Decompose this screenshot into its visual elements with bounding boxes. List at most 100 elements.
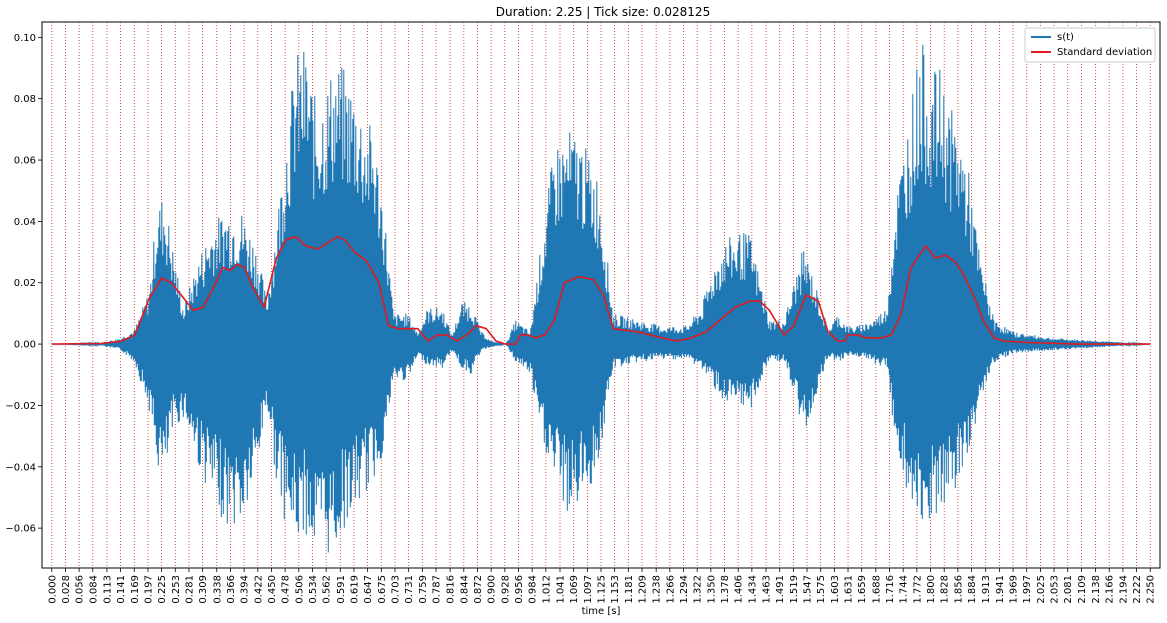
y-tick-label: 0.02	[14, 278, 36, 289]
x-tick-label: 1.209	[638, 575, 649, 604]
x-tick-label: 0.591	[336, 575, 347, 604]
chart-title: Duration: 2.25 | Tick size: 0.028125	[496, 5, 710, 19]
x-tick-label: 1.463	[762, 575, 773, 604]
x-tick-label: 1.884	[967, 575, 978, 604]
x-tick-label: 0.000	[47, 575, 58, 604]
x-tick-label: 2.025	[1036, 575, 1047, 604]
y-tick-label: 0.10	[14, 33, 36, 44]
x-tick-label: 1.800	[926, 575, 937, 604]
signal-waveform	[51, 44, 1150, 553]
x-tick-label: 1.659	[857, 575, 868, 604]
x-tick-label: 2.166	[1105, 575, 1116, 604]
x-axis-label: time [s]	[582, 606, 621, 617]
x-tick-label: 1.772	[912, 575, 923, 604]
x-tick-label: 1.913	[981, 575, 992, 604]
x-tick-label: 2.222	[1132, 575, 1143, 604]
x-tick-label: 0.084	[88, 575, 99, 604]
x-tick-label: 1.997	[1022, 575, 1033, 604]
x-tick-label: 0.253	[171, 575, 182, 604]
x-tick-label: 1.266	[665, 575, 676, 604]
x-tick-label: 1.631	[844, 575, 855, 604]
x-tick-label: 2.109	[1077, 575, 1088, 604]
series-layer	[51, 44, 1151, 553]
x-tick-label: 0.816	[446, 575, 457, 604]
y-tick-label: 0.04	[14, 217, 36, 228]
y-tick-label: 0.06	[14, 156, 36, 167]
x-tick-label: 0.141	[116, 575, 127, 604]
series-signal	[51, 44, 1150, 553]
x-tick-label: 0.731	[404, 575, 415, 604]
x-tick-label: 1.434	[747, 575, 758, 604]
legend: s(t) Standard deviation	[1024, 27, 1156, 63]
x-tick-label: 0.506	[294, 575, 305, 604]
x-tick-label: 1.491	[775, 575, 786, 604]
x-tick-label: 1.041	[555, 575, 566, 604]
x-tick-label: 0.450	[267, 575, 278, 604]
x-tick-label: 0.619	[349, 575, 360, 604]
x-tick-label: 0.872	[473, 575, 484, 604]
x-tick-label: 0.675	[377, 575, 388, 604]
x-tick-label: 0.225	[157, 575, 168, 604]
x-axis-ticks: 0.000 0.028 0.056 0.084 0.113 0.141 0.169 0.197…	[47, 568, 1157, 604]
x-tick-label: 0.281	[184, 575, 195, 604]
legend-label-signal: s(t)	[1057, 32, 1074, 43]
x-tick-label: 0.984	[528, 575, 539, 604]
x-tick-label: 0.113	[102, 575, 113, 604]
x-tick-label: 1.716	[885, 575, 896, 604]
legend-label-stddev: Standard deviation	[1057, 47, 1152, 58]
x-tick-label: 2.250	[1146, 575, 1157, 604]
x-tick-label: 0.056	[75, 575, 86, 604]
y-tick-label: 0.00	[14, 340, 36, 351]
x-tick-label: 0.394	[240, 575, 251, 604]
x-tick-label: 0.478	[281, 575, 292, 604]
x-tick-label: 2.138	[1091, 575, 1102, 604]
x-tick-label: 1.603	[830, 575, 841, 604]
x-tick-label: 0.759	[418, 575, 429, 604]
stddev-line	[51, 235, 1151, 345]
plot-area	[51, 22, 1151, 568]
x-tick-label: 1.969	[1009, 575, 1020, 604]
x-tick-label: 1.575	[816, 575, 827, 604]
x-tick-label: 0.647	[363, 575, 374, 604]
x-tick-label: 2.081	[1063, 575, 1074, 604]
x-tick-label: 1.406	[734, 575, 745, 604]
x-tick-label: 0.028	[61, 575, 72, 604]
x-tick-label: 1.069	[569, 575, 580, 604]
x-tick-label: 1.097	[583, 575, 594, 604]
x-tick-label: 1.547	[803, 575, 814, 604]
x-tick-label: 0.197	[143, 575, 154, 604]
x-tick-label: 1.378	[720, 575, 731, 604]
x-tick-label: 1.322	[693, 575, 704, 604]
x-tick-label: 1.744	[899, 575, 910, 604]
y-axis-ticks: −0.06 −0.04 −0.02 0.00 0.02 0.04 0.06 0.08 0.10	[5, 33, 42, 535]
x-tick-label: 0.900	[487, 575, 498, 604]
legend-box	[1024, 27, 1156, 63]
x-tick-label: 1.941	[995, 575, 1006, 604]
x-tick-label: 1.688	[871, 575, 882, 604]
x-tick-label: 1.828	[940, 575, 951, 604]
x-tick-label: 2.194	[1118, 575, 1129, 604]
x-tick-label: 2.053	[1050, 575, 1061, 604]
x-tick-label: 0.844	[459, 575, 470, 604]
x-tick-label: 0.422	[253, 575, 264, 604]
x-tick-label: 0.309	[198, 575, 209, 604]
x-tick-label: 0.956	[514, 575, 525, 604]
x-tick-label: 1.012	[541, 575, 552, 604]
x-tick-label: 1.238	[652, 575, 663, 604]
x-tick-label: 1.294	[679, 575, 690, 604]
series-stddev	[51, 235, 1151, 345]
x-tick-label: 0.366	[226, 575, 237, 604]
x-tick-label: 0.703	[390, 575, 401, 604]
x-tick-label: 0.562	[322, 575, 333, 604]
x-tick-label: 0.534	[308, 575, 319, 604]
y-tick-label: −0.02	[5, 401, 36, 412]
x-tick-label: 0.338	[212, 575, 223, 604]
x-tick-label: 0.169	[130, 575, 141, 604]
x-tick-label: 0.787	[431, 575, 442, 604]
x-tick-label: 1.519	[789, 575, 800, 604]
y-tick-label: −0.06	[5, 524, 36, 535]
y-tick-label: −0.04	[5, 462, 36, 473]
x-tick-label: 1.350	[706, 575, 717, 604]
x-tick-label: 1.181	[624, 575, 635, 604]
